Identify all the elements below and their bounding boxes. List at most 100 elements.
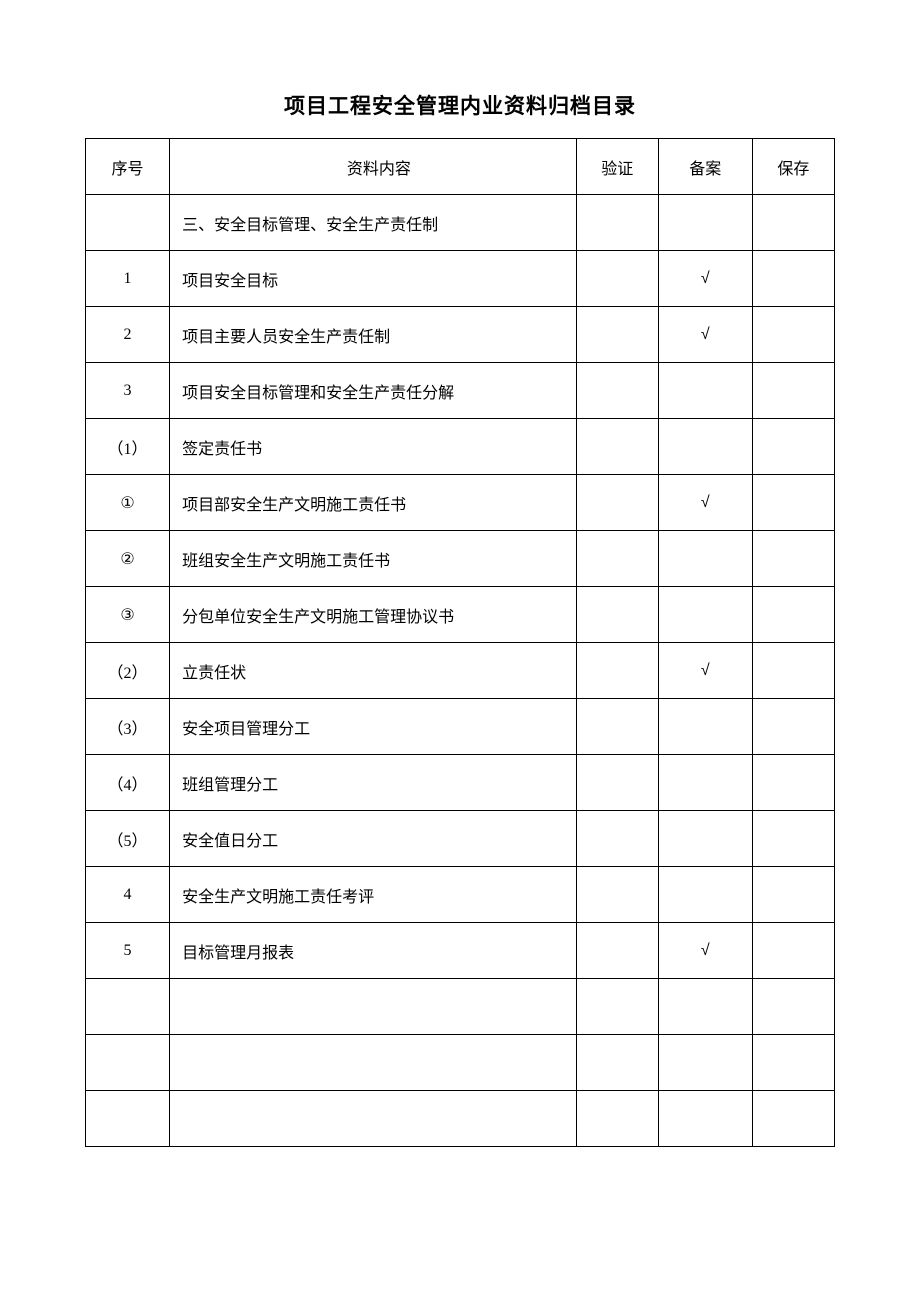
table-row xyxy=(86,979,835,1035)
cell-content: 立责任状 xyxy=(170,643,577,699)
cell-verify xyxy=(576,699,658,755)
cell-seq: 2 xyxy=(86,307,170,363)
cell-content: 安全生产文明施工责任考评 xyxy=(170,867,577,923)
cell-save xyxy=(752,867,834,923)
cell-verify xyxy=(576,979,658,1035)
table-row: 三、安全目标管理、安全生产责任制 xyxy=(86,195,835,251)
table-row: （2）立责任状 √ xyxy=(86,643,835,699)
cell-save xyxy=(752,811,834,867)
table-row: ①项目部安全生产文明施工责任书 √ xyxy=(86,475,835,531)
table-row xyxy=(86,1091,835,1147)
cell-save xyxy=(752,1091,834,1147)
cell-verify xyxy=(576,643,658,699)
cell-seq: 1 xyxy=(86,251,170,307)
archive-table: 序号 资料内容 验证 备案 保存 三、安全目标管理、安全生产责任制1项目安全目标… xyxy=(85,138,835,1147)
cell-save xyxy=(752,755,834,811)
cell-record xyxy=(658,1035,752,1091)
cell-record xyxy=(658,811,752,867)
header-save: 保存 xyxy=(752,139,834,195)
cell-record xyxy=(658,1091,752,1147)
cell-record xyxy=(658,699,752,755)
cell-record: √ xyxy=(658,923,752,979)
header-content: 资料内容 xyxy=(170,139,577,195)
cell-content: 安全值日分工 xyxy=(170,811,577,867)
cell-record: √ xyxy=(658,307,752,363)
cell-record: √ xyxy=(658,475,752,531)
table-row: ③分包单位安全生产文明施工管理协议书 xyxy=(86,587,835,643)
cell-record: √ xyxy=(658,643,752,699)
cell-seq: ② xyxy=(86,531,170,587)
cell-record xyxy=(658,195,752,251)
header-record: 备案 xyxy=(658,139,752,195)
cell-save xyxy=(752,643,834,699)
table-row: （1）签定责任书 xyxy=(86,419,835,475)
table-row: （5）安全值日分工 xyxy=(86,811,835,867)
cell-record xyxy=(658,979,752,1035)
header-verify: 验证 xyxy=(576,139,658,195)
header-seq: 序号 xyxy=(86,139,170,195)
cell-content: 签定责任书 xyxy=(170,419,577,475)
cell-seq: （4） xyxy=(86,755,170,811)
cell-content: 项目安全目标 xyxy=(170,251,577,307)
cell-verify xyxy=(576,195,658,251)
cell-save xyxy=(752,195,834,251)
cell-record xyxy=(658,419,752,475)
table-row: ②班组安全生产文明施工责任书 xyxy=(86,531,835,587)
cell-content: 项目安全目标管理和安全生产责任分解 xyxy=(170,363,577,419)
cell-save xyxy=(752,1035,834,1091)
cell-record xyxy=(658,531,752,587)
cell-content: 项目部安全生产文明施工责任书 xyxy=(170,475,577,531)
cell-save xyxy=(752,587,834,643)
cell-save xyxy=(752,419,834,475)
table-row: （4）班组管理分工 xyxy=(86,755,835,811)
cell-record xyxy=(658,755,752,811)
cell-save xyxy=(752,363,834,419)
table-body: 三、安全目标管理、安全生产责任制1项目安全目标√2项目主要人员安全生产责任制√3… xyxy=(86,195,835,1147)
cell-seq: （2） xyxy=(86,643,170,699)
cell-verify xyxy=(576,363,658,419)
cell-content: 三、安全目标管理、安全生产责任制 xyxy=(170,195,577,251)
cell-seq xyxy=(86,1035,170,1091)
table-row: 4安全生产文明施工责任考评 xyxy=(86,867,835,923)
cell-content: 班组管理分工 xyxy=(170,755,577,811)
cell-content xyxy=(170,1091,577,1147)
cell-save xyxy=(752,531,834,587)
cell-save xyxy=(752,923,834,979)
cell-verify xyxy=(576,1091,658,1147)
table-row: （3）安全项目管理分工 xyxy=(86,699,835,755)
cell-save xyxy=(752,699,834,755)
cell-seq xyxy=(86,195,170,251)
cell-record xyxy=(658,587,752,643)
table-row: 2项目主要人员安全生产责任制 √ xyxy=(86,307,835,363)
table-row: 1项目安全目标 √ xyxy=(86,251,835,307)
cell-verify xyxy=(576,811,658,867)
cell-record: √ xyxy=(658,251,752,307)
cell-content: 项目主要人员安全生产责任制 xyxy=(170,307,577,363)
cell-seq xyxy=(86,979,170,1035)
cell-content xyxy=(170,1035,577,1091)
cell-seq: 3 xyxy=(86,363,170,419)
cell-verify xyxy=(576,531,658,587)
cell-content: 安全项目管理分工 xyxy=(170,699,577,755)
cell-seq: （3） xyxy=(86,699,170,755)
cell-seq: 5 xyxy=(86,923,170,979)
cell-verify xyxy=(576,755,658,811)
cell-verify xyxy=(576,1035,658,1091)
cell-seq: （5） xyxy=(86,811,170,867)
cell-seq: （1） xyxy=(86,419,170,475)
cell-save xyxy=(752,475,834,531)
cell-record xyxy=(658,867,752,923)
table-row: 5目标管理月报表√ xyxy=(86,923,835,979)
table-header-row: 序号 资料内容 验证 备案 保存 xyxy=(86,139,835,195)
cell-verify xyxy=(576,307,658,363)
page-title: 项目工程安全管理内业资料归档目录 xyxy=(85,90,835,120)
cell-seq: 4 xyxy=(86,867,170,923)
cell-save xyxy=(752,251,834,307)
table-row: 3项目安全目标管理和安全生产责任分解 xyxy=(86,363,835,419)
cell-verify xyxy=(576,475,658,531)
cell-content: 班组安全生产文明施工责任书 xyxy=(170,531,577,587)
cell-verify xyxy=(576,867,658,923)
table-row xyxy=(86,1035,835,1091)
cell-save xyxy=(752,979,834,1035)
cell-seq: ① xyxy=(86,475,170,531)
